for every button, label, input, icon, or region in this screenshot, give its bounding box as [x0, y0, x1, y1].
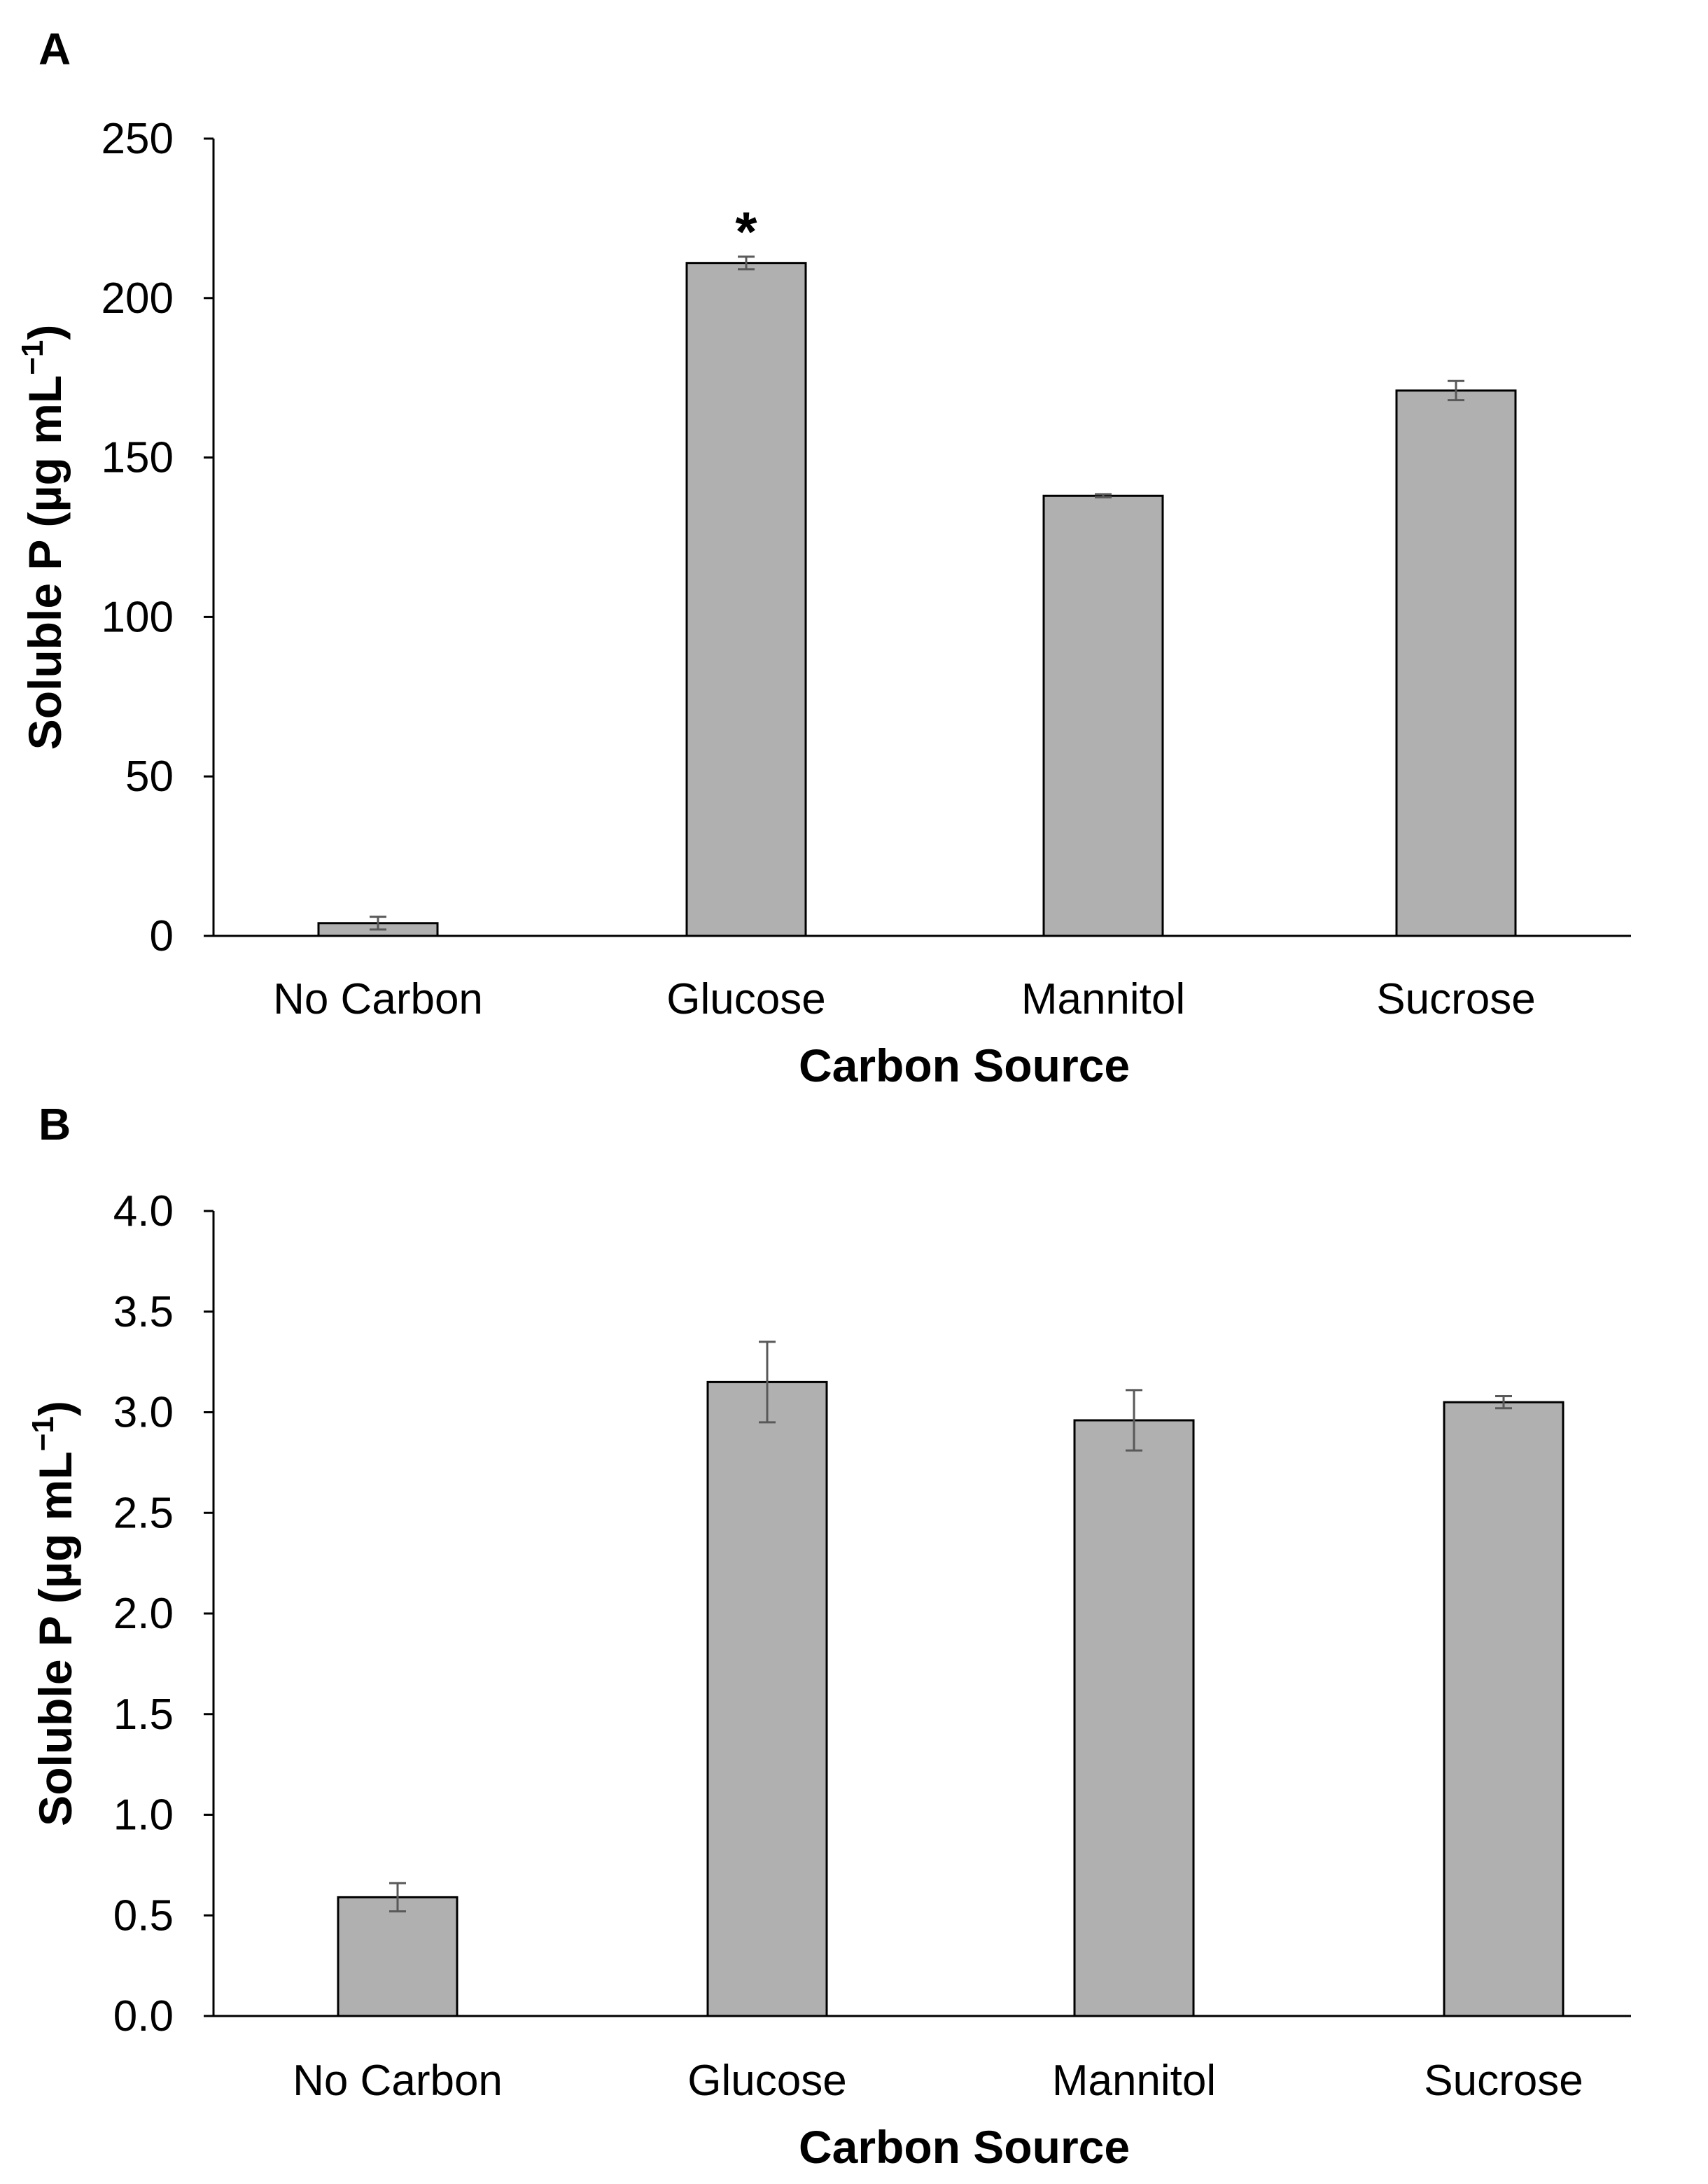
x-tick-label: Sucrose: [1424, 2057, 1583, 2105]
error-bar: [389, 1882, 406, 1912]
x-tick-label: No Carbon: [293, 2057, 503, 2105]
error-bar: [1095, 493, 1112, 499]
bar-sucrose: [1443, 1401, 1564, 2017]
y-tick-label: 50: [125, 752, 174, 801]
error-bar: [738, 255, 755, 271]
bar-mannitol: [1073, 1419, 1195, 2017]
y-axis-title-close: ): [19, 325, 71, 340]
bar-sucrose: [1395, 389, 1517, 937]
x-tick-label: Glucose: [666, 975, 825, 1023]
y-tick-label: 1.5: [113, 1690, 174, 1739]
x-tick-label: Sucrose: [1376, 975, 1535, 1023]
y-tick-label: 0: [150, 912, 174, 960]
x-axis-title: Carbon Source: [799, 1040, 1130, 1091]
y-axis-title-sup: −1: [26, 1416, 60, 1451]
y-axis-title-sup: −1: [15, 340, 50, 375]
error-bar: [1126, 1389, 1142, 1452]
significance-marker: *: [735, 201, 757, 263]
panel-label: B: [38, 1099, 71, 1149]
bar-glucose: [685, 262, 807, 937]
x-axis-title: Carbon Source: [799, 2121, 1130, 2173]
y-axis-title-close: ): [29, 1401, 81, 1416]
error-bar: [1495, 1395, 1512, 1410]
y-tick-label: 200: [102, 274, 174, 323]
x-tick-label: No Carbon: [273, 975, 483, 1023]
bar-mannitol: [1042, 494, 1164, 937]
chart-panel-a: A 0 50 100 150 200 250 No Carbon * Glucose Mannito…: [15, 24, 1631, 1091]
y-tick-label: 2.0: [113, 1590, 174, 1638]
y-axis-title: Soluble P (µg mL−1): [15, 325, 71, 750]
error-bar: [370, 916, 386, 931]
x-tick-label: Mannitol: [1052, 2057, 1216, 2105]
y-tick-label: 150: [102, 434, 174, 482]
y-tick-label: 2.5: [113, 1489, 174, 1537]
error-bar: [759, 1340, 776, 1424]
y-tick-label: 3.5: [113, 1288, 174, 1336]
y-axis-title-main: Soluble P (µg mL: [29, 1451, 81, 1826]
y-tick-label: 3.0: [113, 1389, 174, 1437]
y-tick-label: 1.0: [113, 1791, 174, 1840]
y-tick-label: 100: [102, 593, 174, 641]
y-axis-title-main: Soluble P (µg mL: [19, 375, 71, 750]
x-tick-label: Mannitol: [1021, 975, 1185, 1023]
x-tick-label: Glucose: [687, 2057, 846, 2105]
chart-panel-b: B 0.0 0.5 1.0 1.5 2.0 2.5 3.0 3.5 4.0 No Carbon Glu…: [26, 1099, 1631, 2173]
panel-label: A: [38, 24, 71, 74]
y-axis-title: Soluble P (µg mL−1): [26, 1401, 81, 1826]
y-tick-label: 4.0: [113, 1187, 174, 1236]
y-tick-label: 250: [102, 115, 174, 163]
y-tick-label: 0.0: [113, 1992, 174, 2040]
y-tick-label: 0.5: [113, 1891, 174, 1940]
bar-no-carbon: [337, 1896, 458, 2017]
bar-glucose: [706, 1380, 828, 2017]
error-bar: [1448, 379, 1464, 402]
